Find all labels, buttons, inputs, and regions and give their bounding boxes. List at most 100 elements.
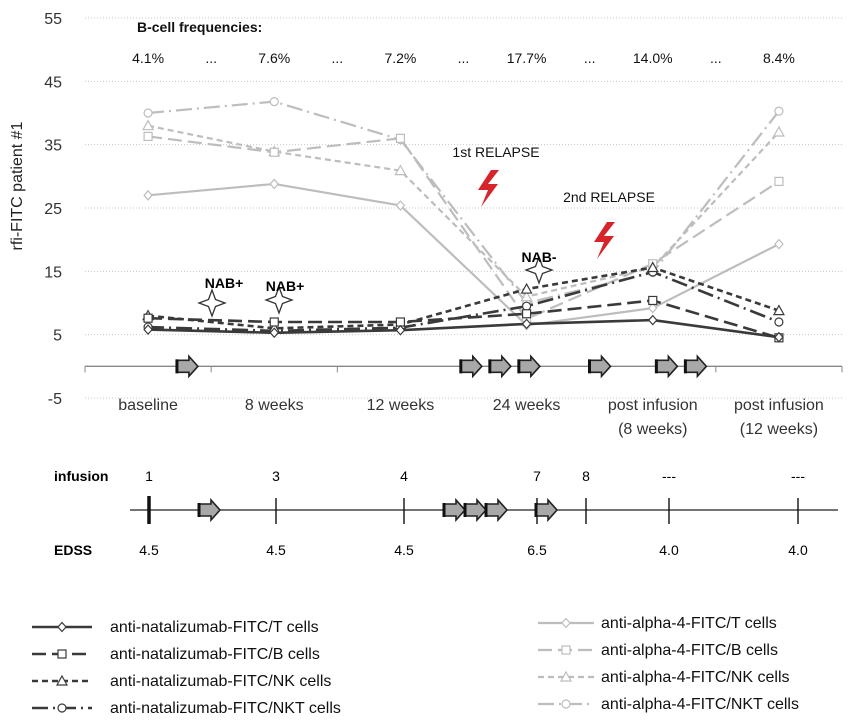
infusion-number: 8 (582, 468, 590, 484)
edss-label: EDSS (54, 542, 92, 558)
data-point (559, 670, 573, 682)
data-point (521, 318, 532, 330)
data-point (648, 295, 658, 306)
data-point (395, 317, 406, 327)
infusion-arrow-icon (198, 497, 222, 523)
star-icon (197, 288, 227, 318)
legend-label: anti-alpha-4-FITC/NKT cells (601, 696, 799, 713)
data-point (521, 309, 532, 319)
data-point (646, 261, 659, 273)
infusion-arrow-icon (489, 354, 512, 379)
series-line (147, 182, 780, 327)
axes: baseline 8 weeks 12 weeks 24 weeks post infu… (84, 365, 843, 438)
infusion-label: infusion (54, 468, 108, 484)
edss-value: 6.5 (527, 542, 547, 558)
legend-label: anti-natalizumab-FITC/T cells (110, 619, 319, 636)
bcell-title: B-cell frequencies: (137, 19, 262, 35)
legend-label: anti-natalizumab-FITC/NKT cells (110, 700, 341, 717)
legend-label: anti-alpha-4-FITC/B cells (601, 642, 778, 659)
data-point (772, 125, 785, 137)
infusion-arrow-icon (464, 497, 488, 523)
data-point (143, 324, 153, 336)
series-line (147, 135, 780, 321)
bcell-value: 17.7% (507, 50, 547, 66)
data-point (395, 133, 406, 143)
edss-value: 4.0 (788, 542, 808, 558)
lightning-icon (478, 170, 499, 207)
y-axis-label: rfi-FITC patient #1 (9, 121, 26, 250)
infusion-number: 3 (272, 468, 280, 484)
infusion-number: 7 (533, 468, 541, 484)
infusion-arrow-icon (684, 354, 708, 379)
relapse-label: 1st RELAPSE (452, 144, 539, 160)
bcell-value: 4.1% (132, 50, 164, 66)
y-tick-label: 35 (44, 138, 62, 155)
data-point (269, 147, 279, 157)
data-point (774, 106, 784, 116)
data-point (143, 108, 153, 118)
bcell-value: ... (458, 50, 470, 66)
data-point (561, 645, 571, 655)
data-point (561, 617, 571, 629)
infusion-arrow-icon (588, 354, 612, 379)
series-line (147, 100, 780, 305)
data-point (774, 176, 784, 186)
y-tick-label: 5 (53, 328, 62, 345)
data-point (395, 324, 406, 336)
bcell-value: 14.0% (633, 50, 673, 66)
x-tick-label: baseline (118, 397, 178, 414)
data-point (269, 96, 279, 107)
bcell-value: 7.6% (258, 50, 290, 66)
data-point (57, 621, 67, 633)
series-lines (142, 96, 785, 343)
data-point (520, 282, 533, 294)
infusion-arrow-icon (443, 497, 467, 523)
nab-label: NAB+ (205, 275, 244, 291)
data-point (142, 119, 155, 131)
timeline: infusion EDSS 1 3 4 7 8 --- --- 4.5 4.5 4.5 6.5 4.0 4.… (54, 468, 838, 558)
edss-value: 4.5 (266, 542, 286, 558)
data-point (647, 302, 658, 314)
series-line (147, 124, 780, 298)
y-tick-label: -5 (48, 391, 62, 408)
nab-label: NAB- (522, 249, 557, 265)
edss-value: 4.5 (394, 542, 414, 558)
data-point (774, 238, 784, 250)
y-tick-label: 45 (44, 74, 62, 91)
series-line (148, 299, 780, 340)
infusion-arrows (175, 354, 708, 379)
x-tick-label: 8 weeks (245, 397, 304, 414)
bcell-value: ... (710, 50, 722, 66)
y-tick-label: 55 (44, 11, 62, 28)
x-tick-label: 12 weeks (367, 397, 435, 414)
data-point (143, 189, 153, 201)
x-tick-label: post infusion (608, 397, 698, 414)
infusion-arrow-icon (535, 497, 559, 523)
data-point (143, 131, 153, 142)
legend-label: anti-natalizumab-FITC/B cells (110, 646, 320, 663)
data-point (647, 314, 658, 326)
bcell-frequencies: B-cell frequencies: 4.1%... 7.6%... 7.2%...… (132, 19, 795, 66)
data-point (269, 327, 280, 339)
data-point (57, 703, 67, 713)
data-point (772, 304, 785, 316)
legend-label: anti-natalizumab-FITC/NK cells (110, 673, 331, 690)
gridlines: -5 5 15 25 35 45 55 (44, 11, 842, 408)
infusion-arrow-icon (460, 354, 483, 379)
data-point (57, 649, 67, 659)
legend-label: anti-alpha-4-FITC/T cells (601, 615, 777, 632)
data-point (520, 290, 533, 302)
data-point (143, 313, 153, 323)
data-point (269, 178, 280, 190)
data-point (561, 699, 571, 709)
star-icon (264, 285, 294, 315)
x-tick-label: (12 weeks) (740, 421, 818, 438)
infusion-number: --- (791, 468, 805, 484)
x-tick-label: post infusion (734, 397, 824, 414)
edss-value: 4.0 (659, 542, 679, 558)
data-point (395, 200, 406, 211)
legend: anti-natalizumab-FITC/T cells anti-natali… (32, 615, 799, 717)
infusion-arrow-icon (485, 497, 509, 523)
bcell-value: ... (331, 50, 343, 66)
